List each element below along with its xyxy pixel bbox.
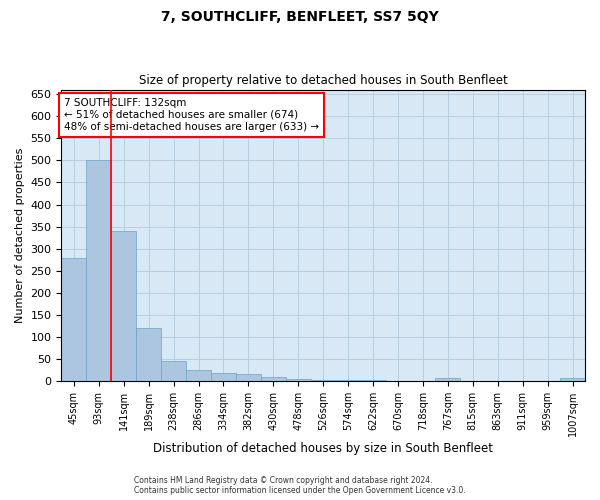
Text: 7 SOUTHCLIFF: 132sqm
← 51% of detached houses are smaller (674)
48% of semi-deta: 7 SOUTHCLIFF: 132sqm ← 51% of detached h… — [64, 98, 319, 132]
Bar — [236, 374, 261, 382]
Bar — [335, 380, 361, 382]
Text: Contains HM Land Registry data © Crown copyright and database right 2024.
Contai: Contains HM Land Registry data © Crown c… — [134, 476, 466, 495]
Bar — [211, 372, 236, 382]
Text: 7, SOUTHCLIFF, BENFLEET, SS7 5QY: 7, SOUTHCLIFF, BENFLEET, SS7 5QY — [161, 10, 439, 24]
Y-axis label: Number of detached properties: Number of detached properties — [15, 148, 25, 323]
X-axis label: Distribution of detached houses by size in South Benfleet: Distribution of detached houses by size … — [153, 442, 493, 455]
Title: Size of property relative to detached houses in South Benfleet: Size of property relative to detached ho… — [139, 74, 508, 87]
Bar — [186, 370, 211, 382]
Bar — [86, 160, 111, 382]
Bar — [161, 362, 186, 382]
Bar — [436, 378, 460, 382]
Bar — [311, 380, 335, 382]
Bar — [61, 258, 86, 382]
Bar — [111, 231, 136, 382]
Bar — [361, 380, 386, 382]
Bar — [136, 328, 161, 382]
Bar — [560, 378, 585, 382]
Bar — [261, 377, 286, 382]
Bar — [286, 379, 311, 382]
